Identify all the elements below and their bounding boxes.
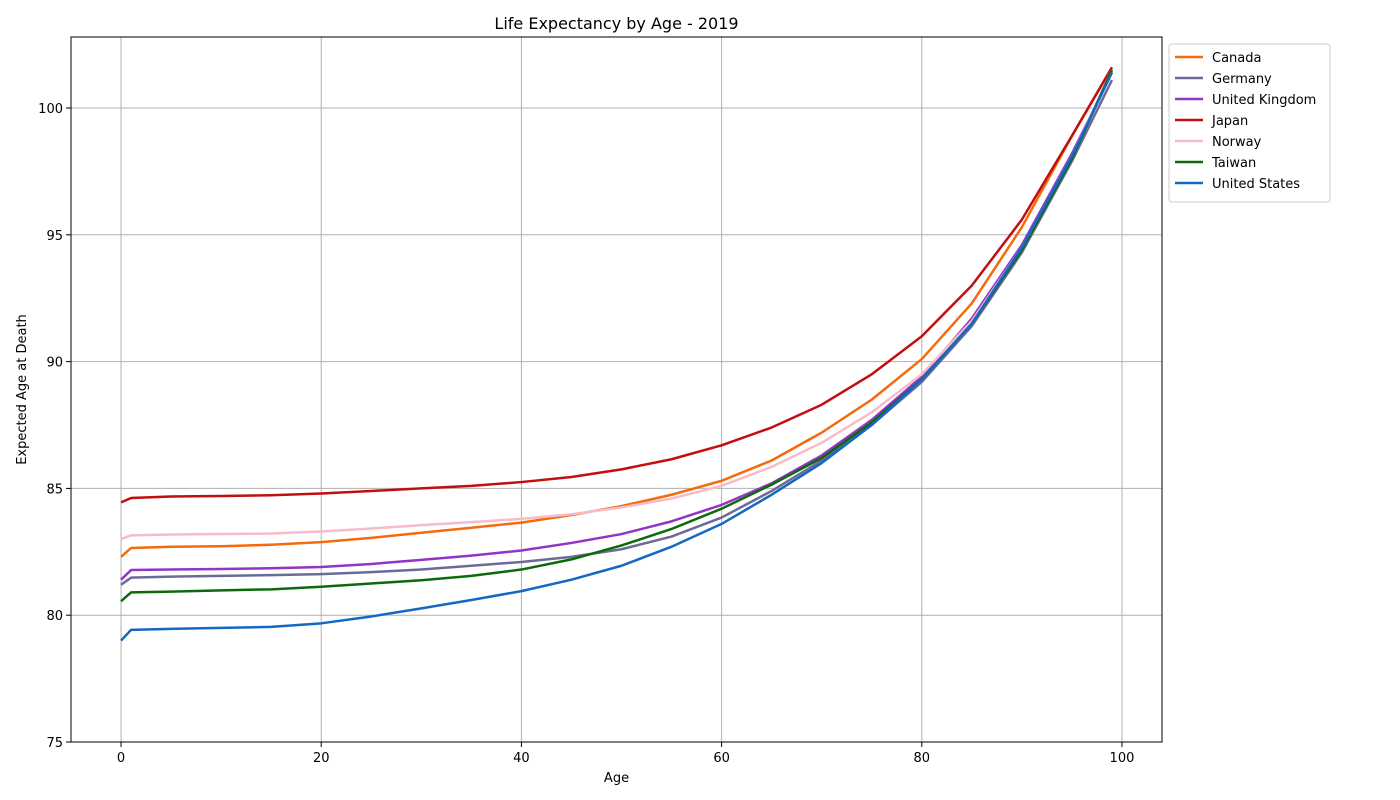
grid-layer bbox=[71, 37, 1162, 743]
legend-label-taiwan: Taiwan bbox=[1211, 156, 1256, 171]
y-tick-label: 90 bbox=[46, 356, 63, 371]
legend-label-united-kingdom: United Kingdom bbox=[1212, 93, 1316, 108]
tick-layer: 0 20 40 60 80 100 75 80 85 90 95 100 bbox=[38, 102, 1134, 766]
y-tick-label: 75 bbox=[46, 736, 63, 751]
legend: Canada Germany United Kingdom Japan Norway Ta… bbox=[1168, 43, 1331, 203]
legend-label-united-states: United States bbox=[1212, 177, 1300, 192]
chart-title: Life Expectancy by Age - 2019 bbox=[494, 14, 738, 33]
y-tick-label: 85 bbox=[46, 482, 63, 497]
x-tick-label: 100 bbox=[1110, 751, 1135, 766]
series-line-united-kingdom bbox=[120, 71, 1114, 581]
y-tick-label: 100 bbox=[38, 102, 63, 117]
y-axis-title: Expected Age at Death bbox=[15, 314, 30, 465]
legend-label-japan: Japan bbox=[1211, 114, 1248, 129]
x-axis-title: Age bbox=[604, 771, 629, 786]
series-line-norway bbox=[120, 69, 1114, 541]
series-line-canada bbox=[120, 66, 1114, 558]
x-tick-label: 80 bbox=[914, 751, 931, 766]
series-lines bbox=[120, 66, 1114, 642]
legend-label-germany: Germany bbox=[1212, 72, 1272, 87]
legend-label-canada: Canada bbox=[1212, 51, 1261, 66]
series-line-japan bbox=[120, 66, 1114, 504]
x-tick-label: 40 bbox=[513, 751, 530, 766]
y-tick-label: 80 bbox=[46, 609, 63, 624]
x-tick-label: 20 bbox=[313, 751, 330, 766]
legend-box bbox=[1168, 43, 1331, 203]
series-line-united-states bbox=[120, 71, 1114, 642]
x-tick-label: 0 bbox=[117, 751, 125, 766]
y-tick-label: 95 bbox=[46, 229, 63, 244]
x-tick-label: 60 bbox=[713, 751, 730, 766]
legend-label-norway: Norway bbox=[1212, 135, 1262, 150]
plot-frame bbox=[70, 36, 1163, 743]
